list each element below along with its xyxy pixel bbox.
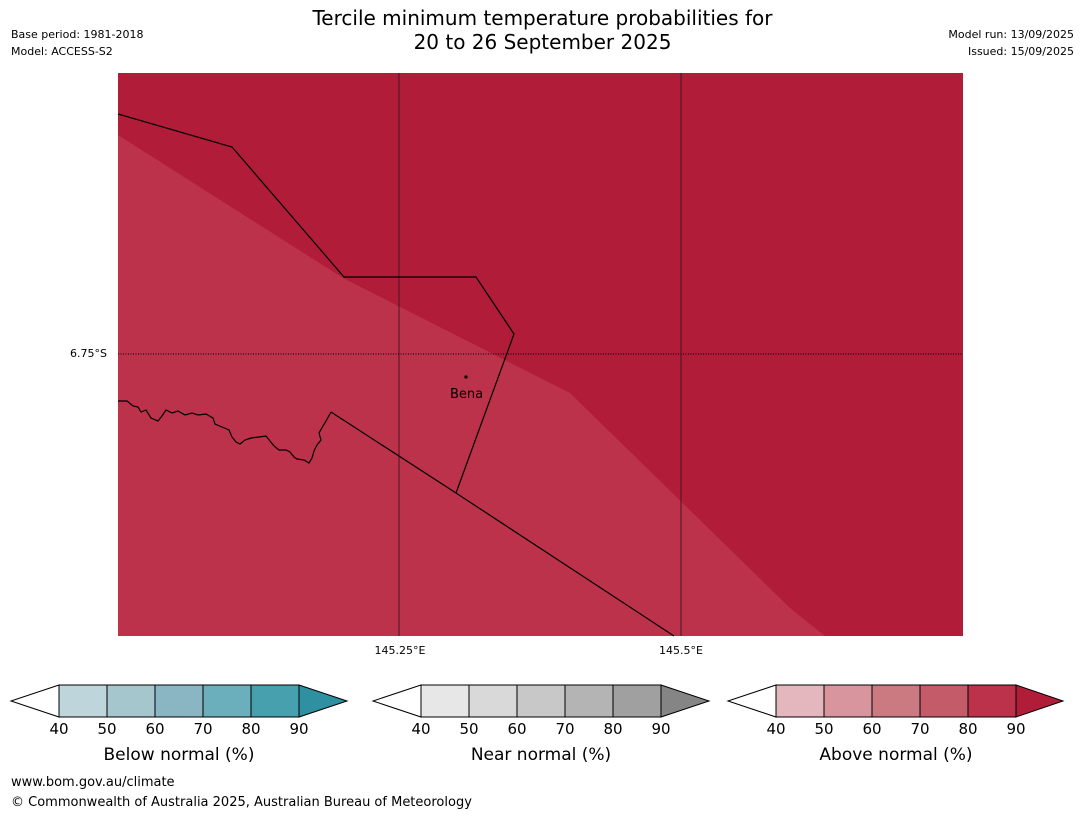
legend-below-swatch-40-50 (58, 684, 108, 718)
footer-copyright: © Commonwealth of Australia 2025, Austra… (11, 795, 472, 810)
legend-near-title: Near normal (%) (470, 745, 612, 765)
legend-near-tick-90: 90 (651, 720, 671, 738)
legend-above-swatch-70-80 (919, 684, 969, 718)
legend-below-tick-70: 70 (193, 720, 213, 738)
legend-above-swatch-50-60 (823, 684, 873, 718)
legend-below-swatch-over-90 (298, 684, 349, 718)
province-border-south (330, 411, 675, 637)
legend-near-tick-60: 60 (507, 720, 527, 738)
legend-above-swatch-under-40 (726, 684, 777, 718)
legend-above-tick-80: 80 (958, 720, 978, 738)
legend-below-tick-90: 90 (289, 720, 309, 738)
issued-label: Issued: 15/09/2025 (967, 45, 1074, 58)
province-border-west (118, 400, 332, 464)
model-run-label: Model run: 13/09/2025 (948, 28, 1074, 41)
meta-left: Base period: 1981-2018 Model: ACCESS-S2 (11, 26, 143, 60)
legend-near-swatch-70-80 (564, 684, 614, 718)
longitude-label-145-5: 145.5°E (659, 644, 703, 657)
legend-below-swatch-70-80 (202, 684, 252, 718)
place-label-bena: Bena (450, 387, 484, 402)
legend-near-swatch-over-90 (660, 684, 711, 718)
legend-near-tick-80: 80 (603, 720, 623, 738)
legend-above-swatch-60-70 (871, 684, 921, 718)
legend-above-swatch-over-90 (1015, 684, 1065, 718)
chart-title: Tercile minimum temperature probabilitie… (0, 6, 1085, 54)
latitude-label: 6.75°S (70, 347, 107, 360)
map-area-above-70-80 (118, 135, 825, 636)
meta-right: Model run: 13/09/2025 Issued: 15/09/2025 (948, 26, 1074, 60)
legend-near-swatch-60-70 (516, 684, 566, 718)
legend-above-normal (726, 684, 1065, 718)
legend-above-tick-70: 70 (910, 720, 930, 738)
legend-below-tick-40: 40 (49, 720, 69, 738)
legend-above-swatch-40-50 (775, 684, 825, 718)
longitude-label-145-25: 145.25°E (374, 644, 426, 657)
legend-near-swatch-50-60 (468, 684, 518, 718)
legend-below-swatch-50-60 (106, 684, 156, 718)
footer-url: www.bom.gov.au/climate (11, 775, 175, 790)
legend-above-swatch-80-90 (967, 684, 1017, 718)
province-border-north (117, 113, 515, 494)
title-line-2: 20 to 26 September 2025 (413, 30, 672, 54)
base-period-label: Base period: 1981-2018 (11, 28, 144, 41)
legend-near-normal (371, 684, 711, 718)
legend-near-swatch-under-40 (371, 684, 422, 718)
legend-above-tick-50: 50 (814, 720, 834, 738)
legend-near-tick-70: 70 (555, 720, 575, 738)
legend-below-tick-80: 80 (241, 720, 261, 738)
legend-above-tick-90: 90 (1006, 720, 1026, 738)
legend-below-normal (9, 684, 349, 718)
legend-below-title: Below normal (%) (103, 745, 255, 765)
legend-below-swatch-80-90 (250, 684, 300, 718)
legend-near-tick-50: 50 (459, 720, 479, 738)
bena-location-marker (464, 375, 468, 379)
legend-below-swatch-60-70 (154, 684, 204, 718)
legend-near-tick-40: 40 (411, 720, 431, 738)
legend-above-title: Above normal (%) (819, 745, 973, 765)
model-label: Model: ACCESS-S2 (11, 45, 113, 58)
legend-near-swatch-40-50 (420, 684, 470, 718)
legend-near-swatch-80-90 (612, 684, 662, 718)
legend-above-tick-60: 60 (862, 720, 882, 738)
title-line-1: Tercile minimum temperature probabilitie… (312, 6, 773, 30)
legend-colorbars (9, 684, 1065, 718)
legend-below-tick-60: 60 (145, 720, 165, 738)
legend-below-tick-50: 50 (97, 720, 117, 738)
legend-above-tick-40: 40 (766, 720, 786, 738)
legend-below-swatch-under-40 (9, 684, 60, 718)
